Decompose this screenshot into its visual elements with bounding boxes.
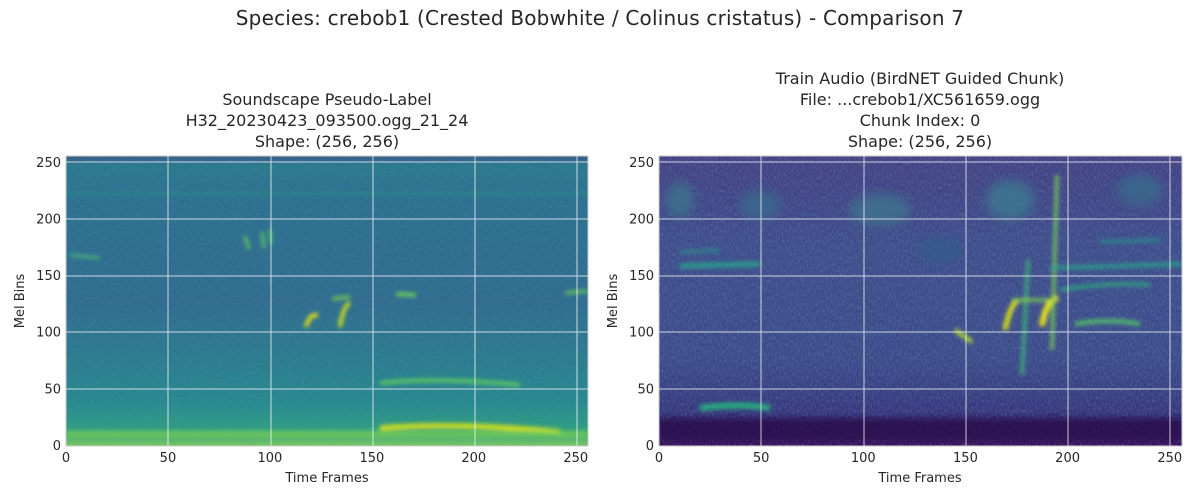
x-tick-label: 150: [359, 451, 384, 466]
panel-train-title-line-3: Chunk Index: 0: [860, 111, 981, 130]
panel-soundscape-title-line-1: Soundscape Pseudo-Label: [222, 90, 431, 109]
panel-train-ylabel: Mel Bins: [606, 274, 621, 329]
x-tick-label: 250: [563, 451, 588, 466]
y-tick-label: 150: [36, 269, 61, 284]
x-tick-label: 50: [160, 451, 177, 466]
panel-soundscape-ticks: 0 50 100 150 200 250 0 50 100 150 200 250: [36, 156, 588, 466]
panel-soundscape-xlabel: Time Frames: [284, 471, 368, 486]
panel-train-audio: Train Audio (BirdNET Guided Chunk) File:…: [606, 69, 1183, 486]
panel-soundscape-grid: [66, 156, 588, 446]
x-tick-label: 100: [257, 451, 282, 466]
panel-soundscape-ylabel: Mel Bins: [13, 274, 28, 329]
x-tick-label: 150: [953, 451, 978, 466]
panel-soundscape-title-line-2: H32_20230423_093500.ogg_21_24: [186, 111, 469, 131]
x-tick-label: 0: [62, 451, 70, 466]
y-tick-label: 200: [36, 212, 61, 227]
y-tick-label: 0: [53, 439, 61, 454]
x-tick-label: 250: [1157, 451, 1182, 466]
panel-train-grid: [659, 156, 1182, 446]
panel-soundscape-title: Soundscape Pseudo-Label H32_20230423_093…: [186, 90, 469, 151]
x-tick-label: 200: [1055, 451, 1080, 466]
panel-train-ticks: 0 50 100 150 200 250 0 50 100 150 200 250: [629, 156, 1182, 466]
panel-soundscape-title-line-3: Shape: (256, 256): [255, 132, 399, 151]
panel-train-audio-title: Train Audio (BirdNET Guided Chunk) File:…: [775, 69, 1064, 151]
y-tick-label: 50: [637, 382, 654, 397]
x-tick-label: 200: [461, 451, 486, 466]
x-tick-label: 0: [655, 451, 663, 466]
y-tick-label: 100: [629, 326, 654, 341]
spectrogram-image-soundscape: [66, 156, 588, 446]
y-tick-label: 250: [629, 156, 654, 171]
y-tick-label: 250: [36, 156, 61, 171]
x-tick-label: 100: [851, 451, 876, 466]
y-tick-label: 150: [629, 269, 654, 284]
x-tick-label: 50: [753, 451, 770, 466]
y-tick-label: 0: [646, 439, 654, 454]
panel-train-title-line-4: Shape: (256, 256): [848, 132, 992, 151]
figure-suptitle: Species: crebob1 (Crested Bobwhite / Col…: [235, 6, 965, 30]
panel-train-title-line-1: Train Audio (BirdNET Guided Chunk): [775, 69, 1064, 88]
spectrogram-image-train: [659, 156, 1182, 446]
panel-train-title-line-2: File: ...crebob1/XC561659.ogg: [800, 90, 1040, 109]
y-tick-label: 100: [36, 326, 61, 341]
y-tick-label: 200: [629, 212, 654, 227]
panel-train-frame: [658, 155, 1183, 447]
panel-soundscape-frame: [65, 155, 589, 447]
y-tick-label: 50: [44, 382, 61, 397]
panel-soundscape: Soundscape Pseudo-Label H32_20230423_093…: [13, 90, 589, 486]
panel-train-xlabel: Time Frames: [877, 471, 961, 486]
